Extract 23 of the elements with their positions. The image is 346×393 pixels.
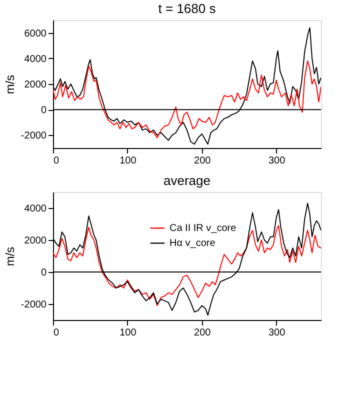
y-tick-label: 0 [40,268,47,278]
y-tick-label: 6000 [24,28,47,40]
x-tick-label: 100 [120,328,137,338]
y-tick-label: 4000 [24,54,47,65]
x-tick-label: 0 [54,156,60,166]
chart-title: average [164,173,210,188]
x-tick-label: 0 [54,328,60,338]
x-tick-label: 100 [120,156,137,166]
x-tick-label: 300 [268,156,286,166]
y-axis-title: m/s [2,246,17,266]
y-tick-label: -2000 [20,130,47,142]
y-tick-label: 4000 [24,204,47,214]
legend-label: Hα v_core [169,238,216,250]
x-tick-label: 200 [194,156,212,166]
x-tick-label: 200 [194,328,212,338]
y-tick-label: 2000 [24,236,47,246]
y-tick-label: 2000 [24,80,47,90]
legend-label: Ca II IR v_core [169,223,237,234]
y-axis-title: m/s [2,74,17,94]
y-tick-label: 0 [40,105,47,116]
y-tick-label: -2000 [20,300,47,310]
chart-title: t = 1680 s [158,1,216,16]
x-tick-label: 300 [268,328,286,338]
